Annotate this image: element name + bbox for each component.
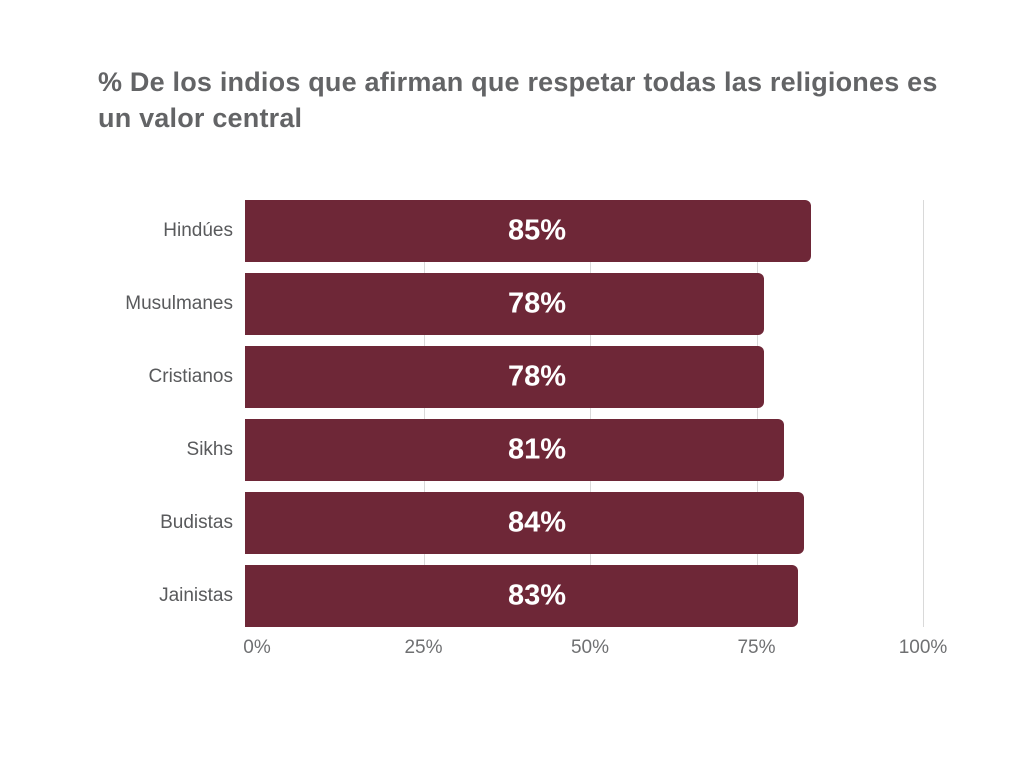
- category-label: Hindúes: [163, 220, 233, 241]
- bar-value-label: 78%: [507, 287, 567, 320]
- category-label: Musulmanes: [125, 293, 233, 314]
- bar: 83%: [245, 565, 798, 627]
- category-label: Cristianos: [148, 366, 233, 387]
- bar-row: Sikhs 81%: [95, 419, 923, 481]
- bar-track: 81%: [245, 419, 911, 481]
- bar-row: Jainistas 83%: [95, 565, 923, 627]
- bar-track: 83%: [245, 565, 911, 627]
- x-axis-tick-label: 100%: [898, 637, 948, 658]
- bar: 81%: [245, 419, 785, 481]
- category-label: Jainistas: [159, 585, 233, 606]
- x-axis-tick-label: 50%: [570, 637, 610, 658]
- category-label: Budistas: [160, 512, 233, 533]
- bar-value-label: 81%: [507, 433, 567, 466]
- bar-value-label: 84%: [507, 506, 567, 539]
- chart-title: % De los indios que afirman que respetar…: [98, 67, 938, 133]
- gridline: [423, 200, 425, 627]
- x-axis: 0% 25% 50% 75% 100%: [243, 637, 947, 663]
- gridlines: [257, 200, 924, 627]
- bar-track: 78%: [245, 346, 911, 408]
- bar-row: Cristianos 78%: [95, 346, 923, 408]
- gridline: [590, 200, 591, 627]
- bar-track: 78%: [245, 273, 911, 335]
- x-axis-tick-label: 25%: [404, 637, 443, 658]
- x-axis-tick-label: 0%: [243, 637, 271, 658]
- bar-row: Hindúes 85%: [95, 200, 923, 262]
- bar: 84%: [245, 492, 805, 554]
- bar-value-label: 78%: [507, 360, 567, 393]
- gridline: [923, 200, 924, 627]
- category-label: Sikhs: [186, 439, 233, 460]
- bar: 78%: [245, 273, 765, 335]
- bar-value-label: 85%: [507, 214, 567, 247]
- gridline: [756, 200, 758, 627]
- bar-rows: Hindúes 85% Musulmanes 78% Cristianos 78% Sikh…: [95, 200, 923, 627]
- bar-row: Musulmanes 78%: [95, 273, 923, 335]
- bar-track: 84%: [245, 492, 911, 554]
- x-axis-tick-label: 75%: [737, 637, 776, 658]
- bar: 78%: [245, 346, 765, 408]
- bar-value-label: 83%: [507, 579, 567, 612]
- bar-track: 85%: [245, 200, 911, 262]
- bar: 85%: [245, 200, 812, 262]
- bar-row: Budistas 84%: [95, 492, 923, 554]
